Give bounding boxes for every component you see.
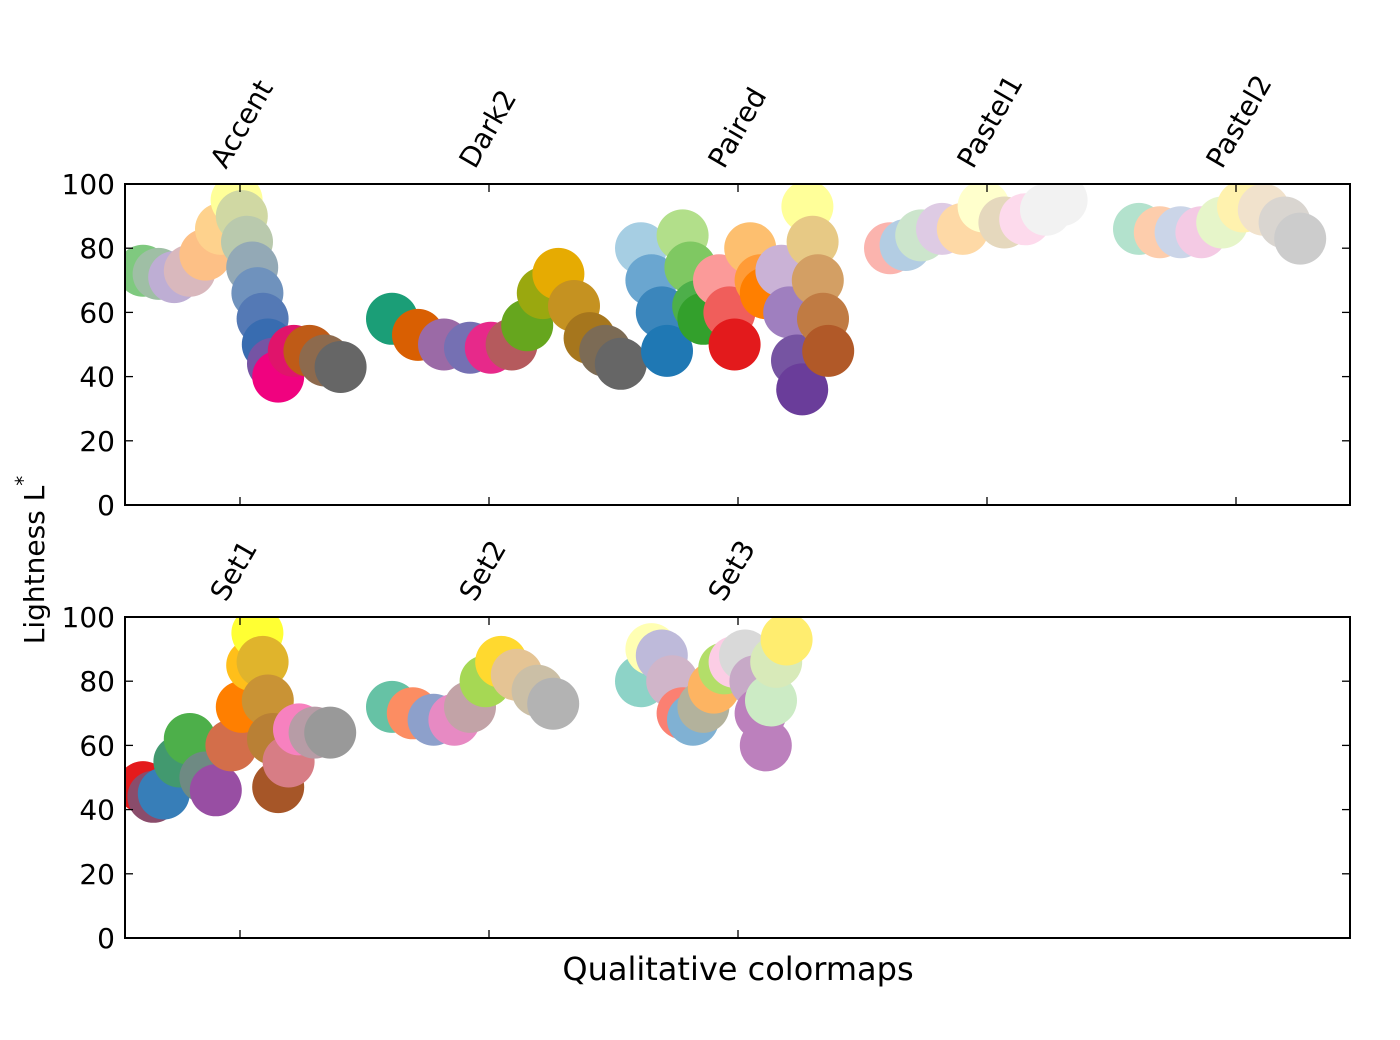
colormap-point — [1035, 184, 1088, 227]
y-tick-label: 80 — [79, 232, 115, 265]
y-axis-label: Lightness L* — [11, 476, 51, 645]
y-tick-label: 80 — [79, 665, 115, 698]
colormap-point — [189, 764, 242, 817]
colormap-point — [802, 324, 855, 377]
colormap-label: Pastel1 — [950, 69, 1029, 173]
colormap-label: Set2 — [452, 535, 512, 607]
colormap-point — [527, 677, 580, 730]
colormap-point — [760, 617, 813, 666]
y-tick-label: 0 — [97, 922, 115, 955]
colormap-point — [594, 337, 647, 390]
y-tick-label: 60 — [79, 296, 115, 329]
colormap-point — [745, 674, 797, 727]
axes-frame — [124, 183, 1351, 506]
colormap-point — [304, 706, 357, 759]
colormap-point — [791, 254, 844, 307]
scatter-points — [125, 617, 813, 823]
colormap-label: Accent — [203, 74, 279, 173]
colormap-label: Set1 — [203, 535, 263, 607]
y-tick-label: 60 — [79, 729, 115, 762]
colormap-label: Set3 — [701, 535, 761, 607]
top-panel: Accent Dark2 Paired Pastel1 Pastel2 0 20 40 60 80… — [62, 69, 1351, 522]
colormap-label: Pastel2 — [1199, 69, 1278, 173]
y-axis-label-main: Lightness L — [18, 485, 51, 644]
colormap-point — [641, 324, 693, 377]
colormap-point — [786, 215, 839, 268]
colormap-point — [314, 341, 367, 393]
bottom-panel: Set1 Set2 Set3 0 20 40 60 80 100 — [62, 535, 1351, 955]
colormap-point — [708, 318, 761, 371]
colormap-label: Paired — [701, 82, 773, 173]
scatter-points — [125, 184, 1327, 416]
colormap-point — [236, 635, 289, 688]
colormap-point — [776, 363, 829, 416]
y-tick-label: 100 — [62, 601, 115, 634]
colormap-label: Dark2 — [452, 84, 523, 173]
y-tick-label: 40 — [79, 361, 115, 394]
y-axis-label-sup: * — [11, 476, 35, 486]
y-tick-label: 20 — [79, 425, 115, 458]
axes-frame — [124, 616, 1351, 939]
y-tick-label: 40 — [79, 794, 115, 827]
y-tick-label: 0 — [97, 489, 115, 522]
colormap-point — [1274, 212, 1327, 265]
y-tick-label: 100 — [62, 168, 115, 201]
y-tick-label: 20 — [79, 858, 115, 891]
x-axis-label: Qualitative colormaps — [562, 950, 913, 988]
colormap-point — [739, 719, 792, 772]
